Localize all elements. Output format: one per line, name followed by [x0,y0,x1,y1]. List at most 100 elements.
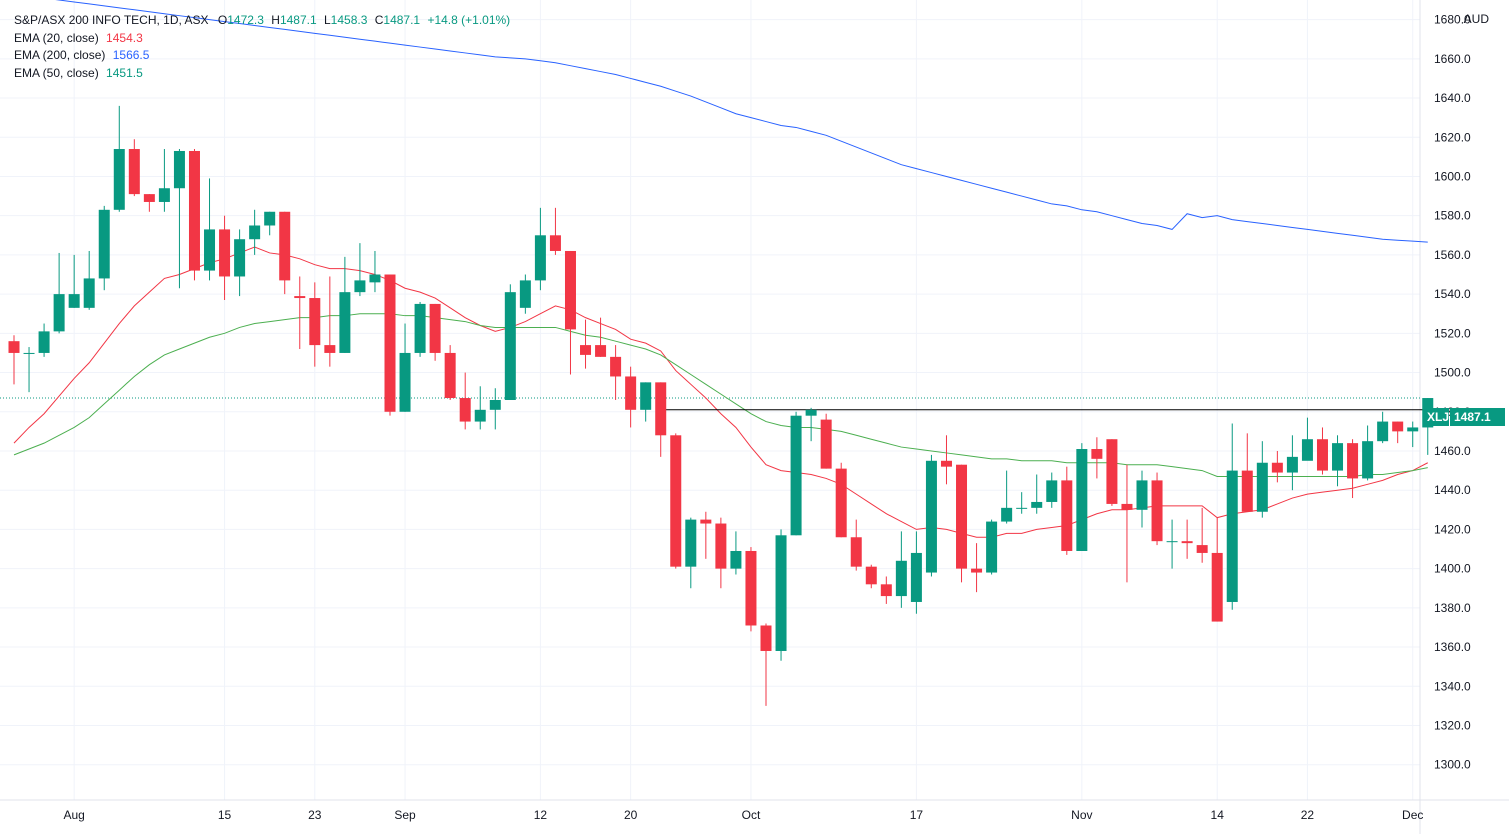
x-tick-label: 15 [218,808,232,822]
ema50-line [13,313,1428,477]
candle-body [971,568,983,573]
candle-body [429,303,441,353]
candle-body [655,382,667,436]
candle-body [309,298,321,346]
candle-body [1271,462,1283,473]
candle-body [715,523,727,569]
candle-body [910,552,922,602]
y-tick-label: 1320.0 [1434,718,1471,732]
y-tick-label: 1680.0 [1434,13,1471,27]
candle-body [369,274,381,283]
candle-body [610,356,622,377]
candle-body [53,294,65,332]
indicator-ema50-label: EMA (50, close) [14,65,99,80]
indicator-ema200-value: 1566.5 [112,48,150,62]
candle-body [294,296,306,299]
candle-body [925,460,937,573]
x-tick-label: 12 [534,808,548,822]
candle-body [1121,503,1133,510]
candle-body [1076,449,1088,551]
candle-body [1181,541,1193,544]
candle-body [1377,421,1389,442]
ema200-line [55,0,1428,243]
x-tick-label: 14 [1211,808,1225,822]
x-tick-label: 20 [624,808,638,822]
y-tick-label: 1440.0 [1434,483,1471,497]
candle-body [38,331,50,353]
candle-body [1241,470,1253,512]
candle-body [459,398,471,422]
y-tick-label: 1540.0 [1434,287,1471,301]
ohlc-close-label: C [374,13,384,27]
candle-body [850,537,862,567]
candle-body [1211,552,1223,622]
ohlc-change: +14.8 (+1.01%) [427,13,511,27]
y-tick-label: 1300.0 [1434,758,1471,772]
candle-body [1061,480,1073,551]
candle-body [595,345,607,357]
candle-body [805,409,817,416]
candle-body [1001,507,1013,522]
ohlc-low: 1458.3 [330,13,368,27]
indicator-ema200[interactable]: EMA (200, close) 1566.5 [14,47,510,65]
candle-body [580,345,592,355]
currency-label: AUD [1463,12,1489,26]
candle-body [1151,480,1163,542]
candle-body [625,376,637,410]
candle-body [1091,449,1103,459]
candle-body [549,235,561,251]
candle-body [1196,545,1208,553]
candle-body [835,468,847,538]
candle-body [143,194,155,202]
indicator-ema200-label: EMA (200, close) [14,48,106,62]
candle-body [895,560,907,597]
candle-body [1301,439,1313,461]
candle-body [760,625,772,651]
candle-body [444,352,456,399]
candle-body [956,464,968,569]
candle-body [1407,427,1419,432]
indicator-ema20-value: 1454.3 [106,30,143,45]
candle-body [790,415,802,536]
candle-body [1316,439,1328,471]
y-tick-label: 1520.0 [1434,326,1471,340]
x-tick-label: Aug [63,808,84,822]
candle-body [23,352,35,354]
candle-body [745,550,757,626]
symbol-price-tag: XLJ [1423,408,1449,426]
candle-body [339,292,351,353]
indicator-ema50[interactable]: EMA (50, close) 1451.5 [14,65,510,83]
candle-body [504,292,516,400]
symbol-title[interactable]: S&P/ASX 200 INFO TECH, 1D, ASX [14,13,209,27]
ohlc-open-label: O [217,13,228,27]
candle-body [670,435,682,567]
y-tick-label: 1580.0 [1434,209,1471,223]
indicator-ema20[interactable]: EMA (20, close) 1454.3 [14,30,510,48]
ohlc-high-label: H [271,13,280,27]
y-tick-label: 1600.0 [1434,169,1471,183]
candle-body [279,211,291,281]
candle-body [775,535,787,651]
candle-body [489,400,501,410]
candle-body [1347,443,1359,479]
ema20-line [13,246,1428,538]
x-tick-label: 23 [308,808,322,822]
candle-body [414,303,426,353]
candle-body [204,229,216,271]
x-tick-label: Oct [742,808,761,822]
candle-body [1392,421,1404,432]
y-tick-label: 1460.0 [1434,444,1471,458]
indicator-ema20-label: EMA (20, close) [14,30,99,45]
candle-body [158,188,170,202]
candle-body [1136,480,1148,510]
x-tick-label: Nov [1071,808,1092,822]
candle-body [1226,470,1238,602]
candle-body [865,566,877,585]
candle-body [730,550,742,569]
candle-body [68,294,80,308]
y-tick-label: 1420.0 [1434,522,1471,536]
candle-body [534,235,546,281]
candle-body [519,280,531,308]
ohlc-low-label: L [323,13,331,27]
